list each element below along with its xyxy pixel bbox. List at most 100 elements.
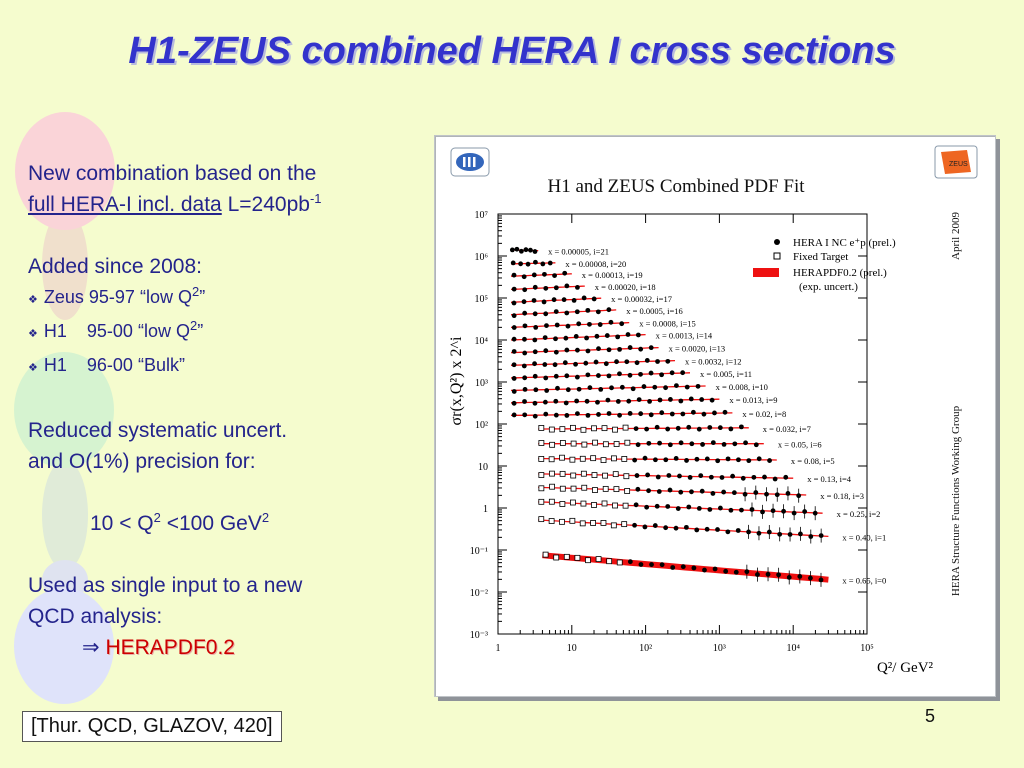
data-point: [624, 359, 630, 365]
data-point: [564, 413, 570, 418]
fixed-target-point: [600, 520, 607, 526]
data-point: [511, 272, 517, 278]
data-point: [553, 412, 559, 418]
body-line: full HERA-I incl. data L=240pb-1: [28, 189, 428, 220]
data-point: [522, 336, 527, 342]
data-point: [648, 412, 654, 418]
fixed-target-point: [559, 426, 566, 433]
decorative-circle-pink: [15, 112, 115, 230]
data-point: [680, 370, 686, 376]
y-tick-label: 10³: [475, 378, 488, 389]
data-point: [532, 413, 538, 419]
data-point: [576, 386, 582, 392]
data-point: [728, 507, 734, 513]
data-point: [575, 347, 580, 353]
data-point: [581, 295, 587, 301]
data-point: [511, 336, 517, 342]
data-point: [707, 425, 713, 430]
data-point: [715, 527, 720, 532]
data-point: [648, 370, 654, 376]
data-point: [608, 319, 614, 325]
data-point: [511, 349, 517, 354]
data-point: [555, 385, 560, 391]
data-point: [563, 400, 569, 406]
data-point: [634, 360, 640, 366]
data-point: [654, 503, 660, 509]
fixed-target-point: [595, 556, 602, 562]
data-point: [542, 335, 548, 341]
bullet-end: ”: [197, 321, 204, 341]
data-point: [565, 387, 571, 393]
legend-entry: (exp. uncert.): [799, 281, 858, 293]
x-tick-label: 10²: [639, 643, 652, 654]
data-point: [533, 387, 539, 393]
data-point: [725, 529, 731, 535]
data-point: [585, 372, 591, 378]
data-point: [690, 409, 696, 415]
data-point: [625, 332, 631, 337]
fixed-target-point: [548, 498, 555, 505]
data-point: [587, 321, 592, 327]
data-point: [562, 270, 568, 276]
data-point: [627, 559, 633, 565]
superscript: 2: [261, 510, 270, 525]
fixed-target-point: [623, 473, 630, 480]
data-point: [543, 285, 549, 291]
data-point: [644, 504, 650, 510]
data-point: [704, 456, 710, 462]
data-point: [564, 373, 570, 379]
data-point: [659, 410, 665, 416]
fixed-target-point: [601, 500, 608, 507]
data-point: [575, 411, 580, 417]
data-point: [553, 373, 559, 379]
data-point: [532, 400, 538, 406]
fixed-target-point: [570, 440, 577, 447]
data-point: [725, 456, 731, 462]
series-label: x = 0.25, i=2: [837, 509, 881, 519]
data-point: [633, 426, 639, 432]
fixed-target-point: [585, 557, 591, 564]
data-point: [678, 489, 684, 495]
data-point: [522, 399, 527, 404]
fixed-target-point: [602, 485, 609, 492]
data-point: [532, 311, 538, 317]
data-point: [691, 565, 697, 571]
x-tick-label: 10³: [713, 643, 726, 654]
data-point: [522, 287, 528, 293]
series-label: x = 0.0013, i=14: [656, 331, 713, 341]
data-point: [633, 502, 639, 508]
fixed-target-point: [569, 456, 576, 463]
data-point: [593, 359, 599, 365]
data-point: [543, 411, 549, 417]
data-point: [565, 323, 571, 329]
data-point: [665, 504, 671, 509]
y-tick-label: 10⁵: [475, 294, 489, 305]
bullet-diamond-icon: ❖: [28, 294, 38, 306]
data-point: [635, 442, 641, 448]
data-point: [553, 336, 558, 342]
fixed-target-point: [574, 554, 581, 561]
bullet-item: ❖ H1 95-00 “low Q2”: [28, 316, 428, 350]
data-point: [668, 397, 673, 402]
data-point: [700, 442, 705, 447]
data-point: [540, 261, 546, 267]
fixed-target-point: [559, 485, 566, 492]
fixed-target-point: [591, 502, 597, 508]
data-point: [606, 373, 612, 379]
data-point: [522, 386, 528, 392]
data-point: [574, 309, 580, 315]
data-point: [675, 425, 681, 431]
superscript: 2: [189, 318, 198, 333]
data-point: [511, 376, 517, 381]
data-point: [666, 473, 672, 478]
data-point: [522, 350, 528, 356]
data-point: [641, 384, 647, 389]
data-point: [767, 458, 772, 463]
data-point: [655, 359, 660, 364]
data-point: [575, 285, 580, 290]
series-label: x = 0.13, i=4: [807, 474, 852, 484]
data-point: [523, 247, 529, 253]
data-point: [740, 475, 746, 481]
data-point: [511, 400, 517, 406]
slide-title: H1-ZEUS combined HERA I cross sections: [128, 30, 896, 72]
